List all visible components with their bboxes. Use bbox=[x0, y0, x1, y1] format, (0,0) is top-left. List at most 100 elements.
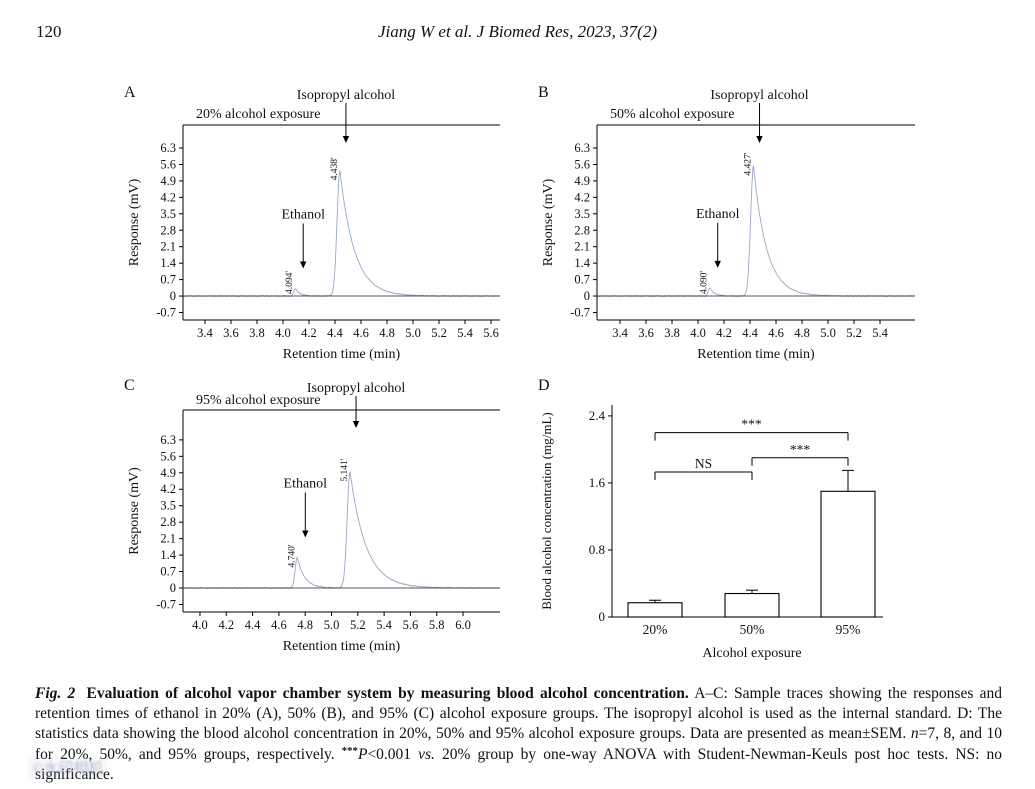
x-tick-label: 5.4 bbox=[457, 326, 473, 340]
y-tick-label: 6.3 bbox=[574, 141, 590, 155]
y-tick-label: 1.6 bbox=[589, 475, 606, 490]
panel-letter: C bbox=[124, 377, 135, 394]
x-tick-label: 5.2 bbox=[846, 326, 862, 340]
y-axis-label: Response (mV) bbox=[127, 178, 142, 266]
y-tick-label: 0.7 bbox=[574, 273, 590, 287]
annotation-isopropyl-label: Isopropyl alcohol bbox=[297, 88, 395, 103]
x-tick-label: 5.0 bbox=[405, 326, 421, 340]
y-tick-label: 3.5 bbox=[160, 499, 176, 513]
panel-letter: B bbox=[538, 84, 549, 101]
bar-95% bbox=[820, 490, 876, 618]
y-tick-label: 5.6 bbox=[574, 157, 590, 171]
caption-segment: vs. bbox=[418, 746, 435, 764]
y-tick-label: 5.6 bbox=[160, 449, 176, 463]
significance-label: NS bbox=[695, 456, 712, 471]
caption-segment: =7, 8, and 10 for 20%, 50%, and 95% grou… bbox=[35, 725, 1003, 764]
panel-a-plot: A 20% alcohol exposure -0.7 0 0.7 1.4 2.1 2.8 3.… bbox=[124, 84, 501, 362]
y-tick-label: 0.7 bbox=[160, 273, 176, 287]
figure-caption: Fig. 2 Evaluation of alcohol vapor chamb… bbox=[35, 684, 1002, 786]
x-tick-label: 6.0 bbox=[455, 618, 471, 632]
x-tick-label: 5.2 bbox=[431, 326, 447, 340]
x-tick-label: 4.6 bbox=[353, 326, 369, 340]
y-tick-label: 6.3 bbox=[160, 141, 176, 155]
x-axis-label: Alcohol exposure bbox=[702, 646, 801, 661]
y-tick-label: 0.7 bbox=[160, 565, 176, 579]
chromatogram-trace bbox=[596, 165, 916, 298]
y-tick-label: -0.7 bbox=[156, 305, 176, 319]
chromatogram-trace bbox=[182, 170, 501, 298]
y-tick-label: 4.2 bbox=[160, 482, 176, 496]
chromatogram-trace bbox=[182, 471, 500, 590]
y-tick-label: 4.9 bbox=[160, 466, 176, 480]
peak-rt-label: 5.141' bbox=[340, 458, 350, 481]
category-label: 20% bbox=[643, 622, 668, 637]
annotation-isopropyl-label: Isopropyl alcohol bbox=[307, 381, 405, 396]
x-axis-label: Retention time (min) bbox=[283, 347, 401, 362]
y-tick-label: 2.8 bbox=[574, 223, 590, 237]
y-axis-label: Response (mV) bbox=[127, 467, 142, 555]
x-tick-label: 4.4 bbox=[245, 618, 261, 632]
x-tick-label: 4.8 bbox=[379, 326, 395, 340]
y-tick-label: 2.1 bbox=[160, 240, 176, 254]
y-axis-label: Blood alcohol concentration (mg/mL) bbox=[539, 412, 554, 609]
x-axis-label: Retention time (min) bbox=[283, 639, 401, 654]
caption-segment: P bbox=[357, 746, 368, 764]
x-tick-label: 4.0 bbox=[690, 326, 706, 340]
caption-segment: Evaluation of alcohol vapor chamber syst… bbox=[80, 685, 689, 702]
panel-d-bar-chart: D 0 0.8 1.6 2.4 Blood alcohol concentration (… bbox=[525, 373, 985, 688]
peak-rt-label: 4.740' bbox=[287, 544, 297, 567]
y-tick-label: 3.5 bbox=[160, 207, 176, 221]
x-tick-label: 5.0 bbox=[820, 326, 836, 340]
y-tick-label: 4.9 bbox=[160, 174, 176, 188]
y-tick-label: 3.5 bbox=[574, 207, 590, 221]
y-tick-label: 0 bbox=[584, 289, 590, 303]
x-tick-label: 4.0 bbox=[275, 326, 291, 340]
y-tick-label: -0.7 bbox=[156, 597, 176, 611]
y-tick-label: 4.2 bbox=[160, 190, 176, 204]
x-tick-label: 5.2 bbox=[350, 618, 366, 632]
y-tick-label: 1.4 bbox=[574, 256, 590, 270]
x-tick-label: 4.8 bbox=[297, 618, 313, 632]
panel-b-plot: B 50% alcohol exposure -0.7 0 0.7 1.4 2.1 2.8 3.… bbox=[538, 84, 916, 362]
panel-c-plot: C 95% alcohol exposure -0.7 0 0.7 1.4 2.1 2.8 3.… bbox=[124, 377, 500, 654]
y-tick-label: 2.8 bbox=[160, 515, 176, 529]
annotation-isopropyl-label: Isopropyl alcohol bbox=[710, 88, 808, 103]
x-tick-label: 5.4 bbox=[872, 326, 888, 340]
y-tick-label: 1.4 bbox=[160, 256, 176, 270]
page-number: 120 bbox=[36, 22, 62, 41]
exposure-title: 50% alcohol exposure bbox=[610, 107, 734, 122]
y-tick-label: 2.8 bbox=[160, 223, 176, 237]
caption-segment: *** bbox=[341, 745, 358, 758]
x-tick-label: 5.8 bbox=[429, 618, 445, 632]
x-tick-label: 5.6 bbox=[483, 326, 499, 340]
arrowhead-icon bbox=[302, 530, 309, 538]
x-tick-label: 4.4 bbox=[327, 326, 343, 340]
x-tick-label: 4.0 bbox=[192, 618, 208, 632]
x-tick-label: 3.4 bbox=[197, 326, 213, 340]
caption-segment: A–C: Sample traces showing the responses… bbox=[35, 685, 1003, 743]
x-tick-label: 5.0 bbox=[324, 618, 340, 632]
panel-a-chromatogram: A 20% alcohol exposure -0.7 0 0.7 1.4 2.1 2.8 3.… bbox=[110, 80, 530, 385]
x-tick-label: 3.4 bbox=[612, 326, 628, 340]
x-tick-label: 3.6 bbox=[638, 326, 654, 340]
bar-20% bbox=[627, 602, 683, 618]
x-tick-label: 3.8 bbox=[249, 326, 265, 340]
panel-letter: D bbox=[538, 377, 550, 394]
peak-rt-label: 4.427' bbox=[744, 152, 754, 175]
panel-letter: A bbox=[124, 84, 136, 101]
y-axis-label: Response (mV) bbox=[541, 178, 556, 266]
y-tick-label: 4.2 bbox=[574, 190, 590, 204]
y-tick-label: 2.4 bbox=[589, 408, 606, 423]
category-label: 50% bbox=[740, 622, 765, 637]
x-tick-label: 5.6 bbox=[403, 618, 419, 632]
arrowhead-icon bbox=[756, 136, 763, 143]
x-tick-label: 4.6 bbox=[768, 326, 784, 340]
category-label: 95% bbox=[836, 622, 861, 637]
bar-50% bbox=[724, 592, 780, 618]
significance-label: *** bbox=[790, 442, 811, 457]
running-title: Jiang W et al. J Biomed Res, 2023, 37(2) bbox=[377, 22, 657, 41]
exposure-title: 20% alcohol exposure bbox=[196, 107, 320, 122]
y-tick-label: -0.7 bbox=[570, 305, 590, 319]
x-tick-label: 4.4 bbox=[742, 326, 758, 340]
